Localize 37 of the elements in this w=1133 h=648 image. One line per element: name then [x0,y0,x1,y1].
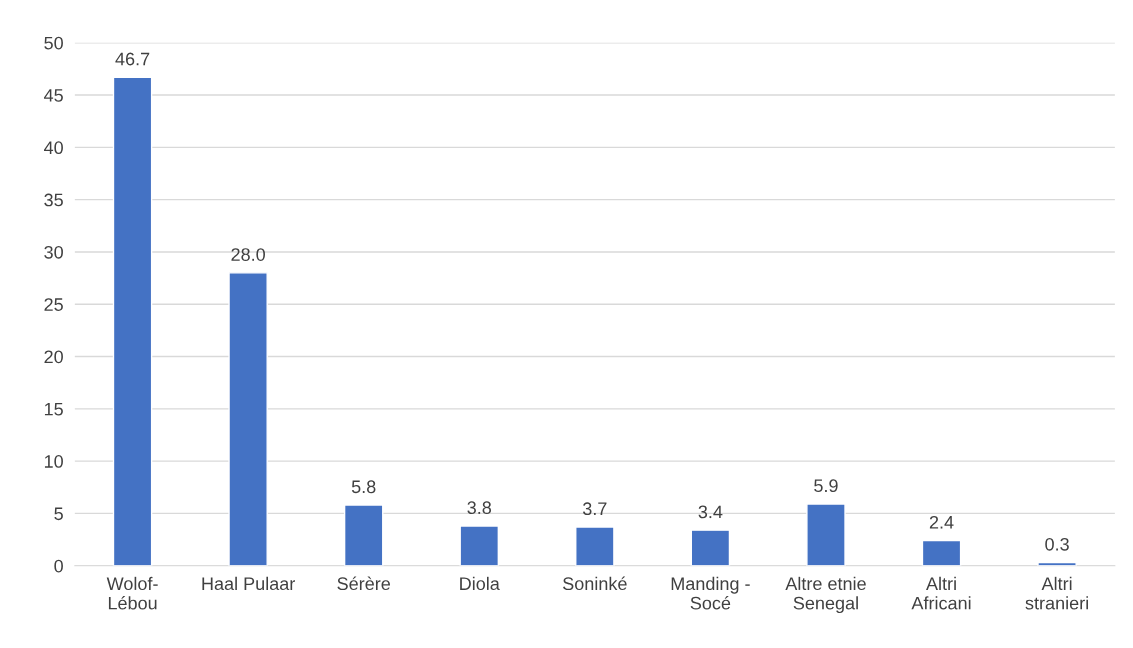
data-label: 5.9 [814,479,838,493]
bar [343,504,384,566]
bar [228,272,268,566]
y-tick-label: 10 [44,455,63,468]
x-tick-label: Altre etnie Senegal [785,576,866,614]
data-label: 28.0 [231,248,265,261]
data-label: 3.8 [467,501,492,515]
y-tick-label: 15 [44,402,63,416]
x-tick-label: Haal Pulaar [202,576,295,591]
x-tick-label: Sérère [337,576,390,591]
x-tick-label: Diola [460,576,500,591]
y-tick-label: 50 [44,36,63,50]
bar [112,76,153,566]
data-label: 2.4 [929,515,954,529]
bar [921,539,962,566]
x-tick-label: Manding - Socé [671,576,750,610]
bar [459,525,500,566]
data-label: 3.4 [698,505,723,519]
y-tick-label: 5 [54,507,63,521]
x-tick-label: Altri Africani [911,576,971,610]
y-tick-label: 40 [44,141,63,155]
x-tick-label: Altri stranieri [1025,576,1088,610]
y-tick-label: 20 [44,350,63,364]
y-tick-label: 35 [44,193,63,207]
y-tick-label: 0 [54,559,63,573]
y-tick-label: 45 [44,89,63,102]
data-label: 3.7 [582,502,607,516]
bar [575,526,615,566]
data-label: 0.3 [1045,537,1069,551]
x-tick-label: Wolof- Lébou [106,576,158,610]
y-tick-label: 30 [44,245,63,259]
bar [806,503,846,566]
bar [690,529,731,566]
y-tick-label: 25 [44,298,63,311]
x-tick-label: Soninké [563,576,627,591]
data-label: 46.7 [115,52,150,66]
data-label: 5.8 [351,480,376,494]
